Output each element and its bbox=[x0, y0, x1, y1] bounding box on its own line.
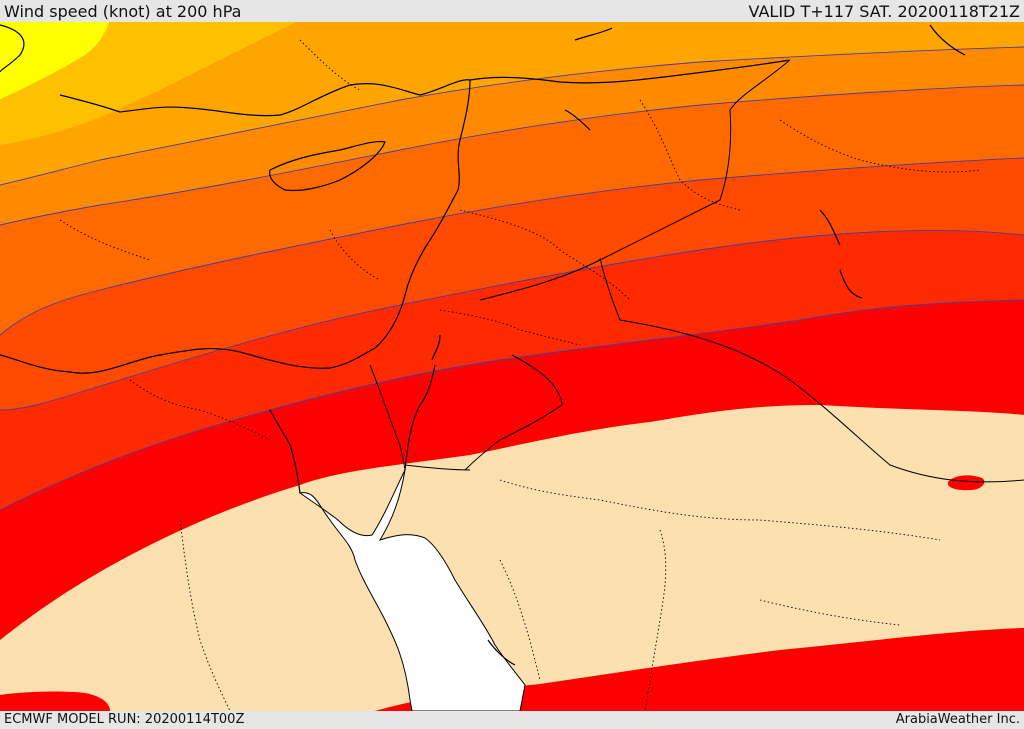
header-bar: Wind speed (knot) at 200 hPa VALID T+117… bbox=[0, 0, 1024, 22]
coastlines bbox=[0, 24, 966, 666]
map-title: Wind speed (knot) at 200 hPa bbox=[4, 2, 242, 21]
band-red-south bbox=[375, 628, 1024, 711]
model-run: ECMWF MODEL RUN: 20200114T00Z bbox=[4, 712, 245, 727]
valid-time: VALID T+117 SAT. 20200118T21Z bbox=[748, 2, 1020, 21]
region-lines bbox=[369, 59, 1024, 483]
credit: ArabiaWeather Inc. bbox=[895, 712, 1020, 727]
band-amber bbox=[0, 20, 1024, 185]
wind-max-blob bbox=[947, 475, 985, 491]
wind-speed-map[interactable] bbox=[0, 20, 1024, 711]
red-sea bbox=[298, 469, 526, 711]
map-canvas bbox=[0, 20, 1024, 711]
contour-lines bbox=[0, 46, 1024, 511]
footer-bar: ECMWF MODEL RUN: 20200114T00Z ArabiaWeat… bbox=[0, 711, 1024, 729]
country-borders bbox=[59, 39, 981, 711]
band-red-blob bbox=[0, 691, 110, 711]
band-yellow bbox=[0, 20, 110, 100]
